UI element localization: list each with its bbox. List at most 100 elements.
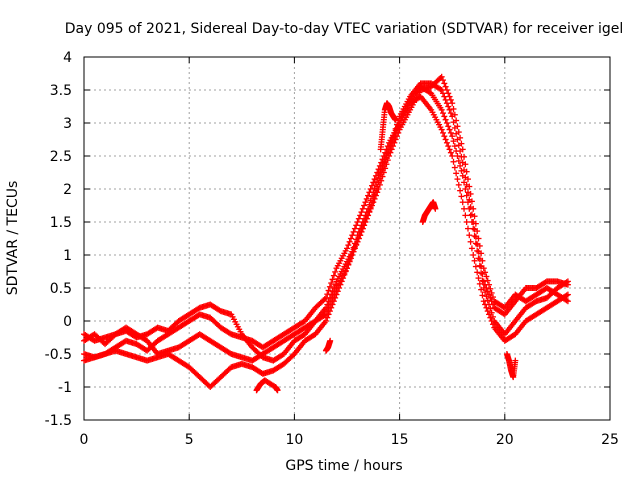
x-tick-label: 0: [80, 432, 89, 448]
data-point: [479, 257, 486, 264]
data-point: [395, 117, 402, 124]
y-tick-label: -1: [58, 380, 72, 396]
data-point: [441, 93, 448, 100]
data-point: [441, 80, 448, 87]
data-point: [443, 100, 450, 107]
data-point: [376, 181, 383, 188]
data-point: [351, 245, 358, 252]
data-point: [442, 83, 449, 90]
data-point: [512, 357, 519, 364]
y-tick-label: 3: [63, 116, 72, 132]
data-point: [450, 105, 457, 112]
data-point: [467, 190, 474, 197]
data-point: [438, 106, 445, 113]
data-point: [463, 192, 470, 199]
data-point: [464, 225, 471, 232]
data-point: [274, 387, 281, 394]
y-tick-label: 2: [63, 182, 72, 198]
data-point: [449, 153, 456, 159]
data-point: [355, 215, 362, 222]
data-point: [482, 269, 489, 276]
data-point: [365, 192, 372, 199]
data-point: [488, 309, 495, 316]
data-point: [450, 138, 457, 145]
data-point: [446, 93, 453, 100]
data-point: [354, 238, 361, 245]
data-point: [371, 185, 378, 192]
data-point: [359, 205, 366, 212]
data-point: [458, 140, 465, 147]
y-tick-label: -0.5: [45, 347, 72, 363]
data-point: [321, 312, 328, 319]
data-point: [380, 169, 387, 176]
data-point: [329, 294, 336, 301]
data-point: [455, 181, 462, 188]
data-point: [395, 129, 402, 136]
data-point: [480, 298, 487, 305]
data-point: [357, 212, 364, 219]
data-point: [328, 298, 335, 305]
data-point: [447, 96, 454, 103]
data-point: [439, 90, 446, 97]
data-point: [446, 106, 453, 113]
data-point: [447, 149, 454, 156]
data-point: [476, 262, 483, 269]
y-tick-label: 2.5: [50, 149, 72, 165]
data-point: [345, 242, 352, 249]
data-points: [81, 73, 571, 394]
x-axis-label: GPS time / hours: [285, 458, 402, 474]
data-point: [488, 289, 495, 296]
data-point: [464, 176, 471, 183]
data-point: [390, 143, 397, 150]
data-point: [471, 213, 478, 220]
data-point: [370, 199, 377, 206]
data-point: [393, 133, 400, 140]
data-point: [322, 311, 329, 318]
data-point: [450, 158, 457, 165]
data-point: [470, 205, 477, 212]
data-point: [461, 153, 468, 160]
data-point: [466, 232, 473, 239]
data-point: [451, 164, 458, 171]
data-point: [393, 121, 400, 128]
data-point: [479, 292, 486, 299]
data-point: [472, 220, 479, 227]
data-point: [472, 240, 479, 247]
data-point: [358, 209, 365, 216]
data-point: [353, 222, 360, 229]
data-point: [388, 146, 395, 153]
data-point: [475, 235, 482, 242]
data-point: [474, 269, 481, 276]
data-point: [367, 205, 374, 212]
data-point: [468, 245, 475, 252]
data-point: [325, 287, 332, 294]
data-point: [476, 242, 483, 249]
plot-frame: [83, 56, 611, 421]
data-point: [325, 304, 332, 311]
data-point: [322, 318, 329, 324]
data-point: [344, 245, 350, 252]
data-point: [366, 209, 373, 216]
data-point: [474, 247, 481, 254]
data-point: [455, 157, 462, 164]
data-point: [445, 103, 452, 110]
y-tick-label: 1.5: [50, 215, 72, 231]
data-point: [442, 116, 449, 123]
data-point: [384, 157, 391, 164]
data-point: [441, 113, 448, 120]
y-tick-label: 3.5: [50, 83, 72, 99]
data-point: [372, 192, 379, 199]
data-point: [379, 173, 386, 180]
data-point: [438, 126, 445, 133]
data-point: [347, 255, 354, 262]
data-point: [471, 257, 478, 264]
data-point: [445, 90, 452, 97]
data-point: [328, 280, 335, 287]
y-tick-label: -1.5: [45, 413, 72, 429]
data-point: [387, 149, 394, 156]
data-point: [487, 285, 494, 292]
y-axis-label: SDTVAR / TECUs: [5, 181, 21, 296]
data-point: [326, 301, 333, 308]
data-point: [461, 205, 468, 212]
data-point: [475, 255, 482, 262]
